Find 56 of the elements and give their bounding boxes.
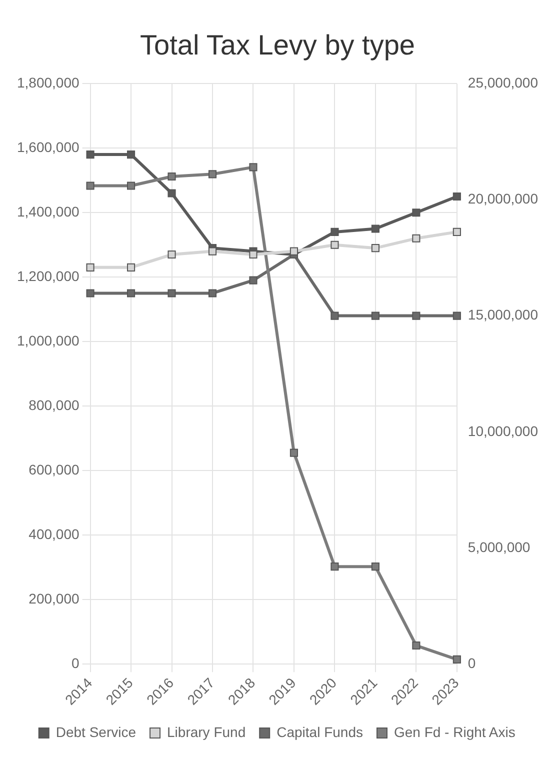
point xyxy=(126,263,136,272)
y-tick-label: 1,200,000 xyxy=(16,268,80,284)
y2-tick-label: 5,000,000 xyxy=(468,538,530,555)
point xyxy=(208,247,217,256)
point xyxy=(452,192,461,201)
point xyxy=(86,182,94,190)
point xyxy=(330,228,339,236)
y-tick-label: 400,000 xyxy=(28,526,80,542)
y-tick-label: 600,000 xyxy=(28,461,80,478)
point xyxy=(126,289,136,298)
point xyxy=(371,562,380,571)
y2-tick-label: 0 xyxy=(468,654,476,671)
point xyxy=(290,247,298,256)
point xyxy=(330,312,339,320)
legend-label: Library Fund xyxy=(167,724,246,740)
y-tick-label: 1,400,000 xyxy=(16,203,80,220)
point xyxy=(330,240,339,249)
point xyxy=(371,244,380,252)
point xyxy=(290,448,298,457)
y-tick-label: 1,000,000 xyxy=(16,332,80,348)
point xyxy=(452,312,461,320)
point xyxy=(208,289,217,298)
y-tick-label: 800,000 xyxy=(28,396,80,413)
point xyxy=(168,172,176,181)
y-tick-label: 0 xyxy=(71,654,80,671)
point xyxy=(412,234,420,242)
point xyxy=(249,276,258,284)
legend-label: Gen Fd - Right Axis xyxy=(394,724,516,740)
point xyxy=(412,641,420,650)
point xyxy=(126,150,136,159)
chart-title: Total Tax Levy by type xyxy=(140,30,415,61)
point xyxy=(412,208,420,217)
y2-tick-label: 25,000,000 xyxy=(468,74,538,90)
y-tick-label: 1,800,000 xyxy=(16,74,80,90)
point xyxy=(208,170,217,178)
point xyxy=(452,655,461,664)
y-tick-label: 1,600,000 xyxy=(16,138,80,155)
y-tick-label: 200,000 xyxy=(28,590,80,606)
point xyxy=(371,312,380,320)
y2-tick-label: 15,000,000 xyxy=(468,306,538,323)
point xyxy=(168,289,176,298)
y2-tick-label: 10,000,000 xyxy=(468,422,538,439)
y2-tick-label: 20,000,000 xyxy=(468,190,538,207)
legend-label: Capital Funds xyxy=(276,724,363,740)
point xyxy=(371,224,380,233)
point xyxy=(330,562,339,571)
point xyxy=(168,250,176,259)
point xyxy=(86,289,94,298)
point xyxy=(452,228,461,236)
point xyxy=(126,182,136,190)
legend-label: Debt Service xyxy=(56,724,136,740)
point xyxy=(86,263,94,272)
point xyxy=(168,189,176,198)
point xyxy=(249,163,258,172)
point xyxy=(412,312,420,320)
point xyxy=(86,150,94,159)
